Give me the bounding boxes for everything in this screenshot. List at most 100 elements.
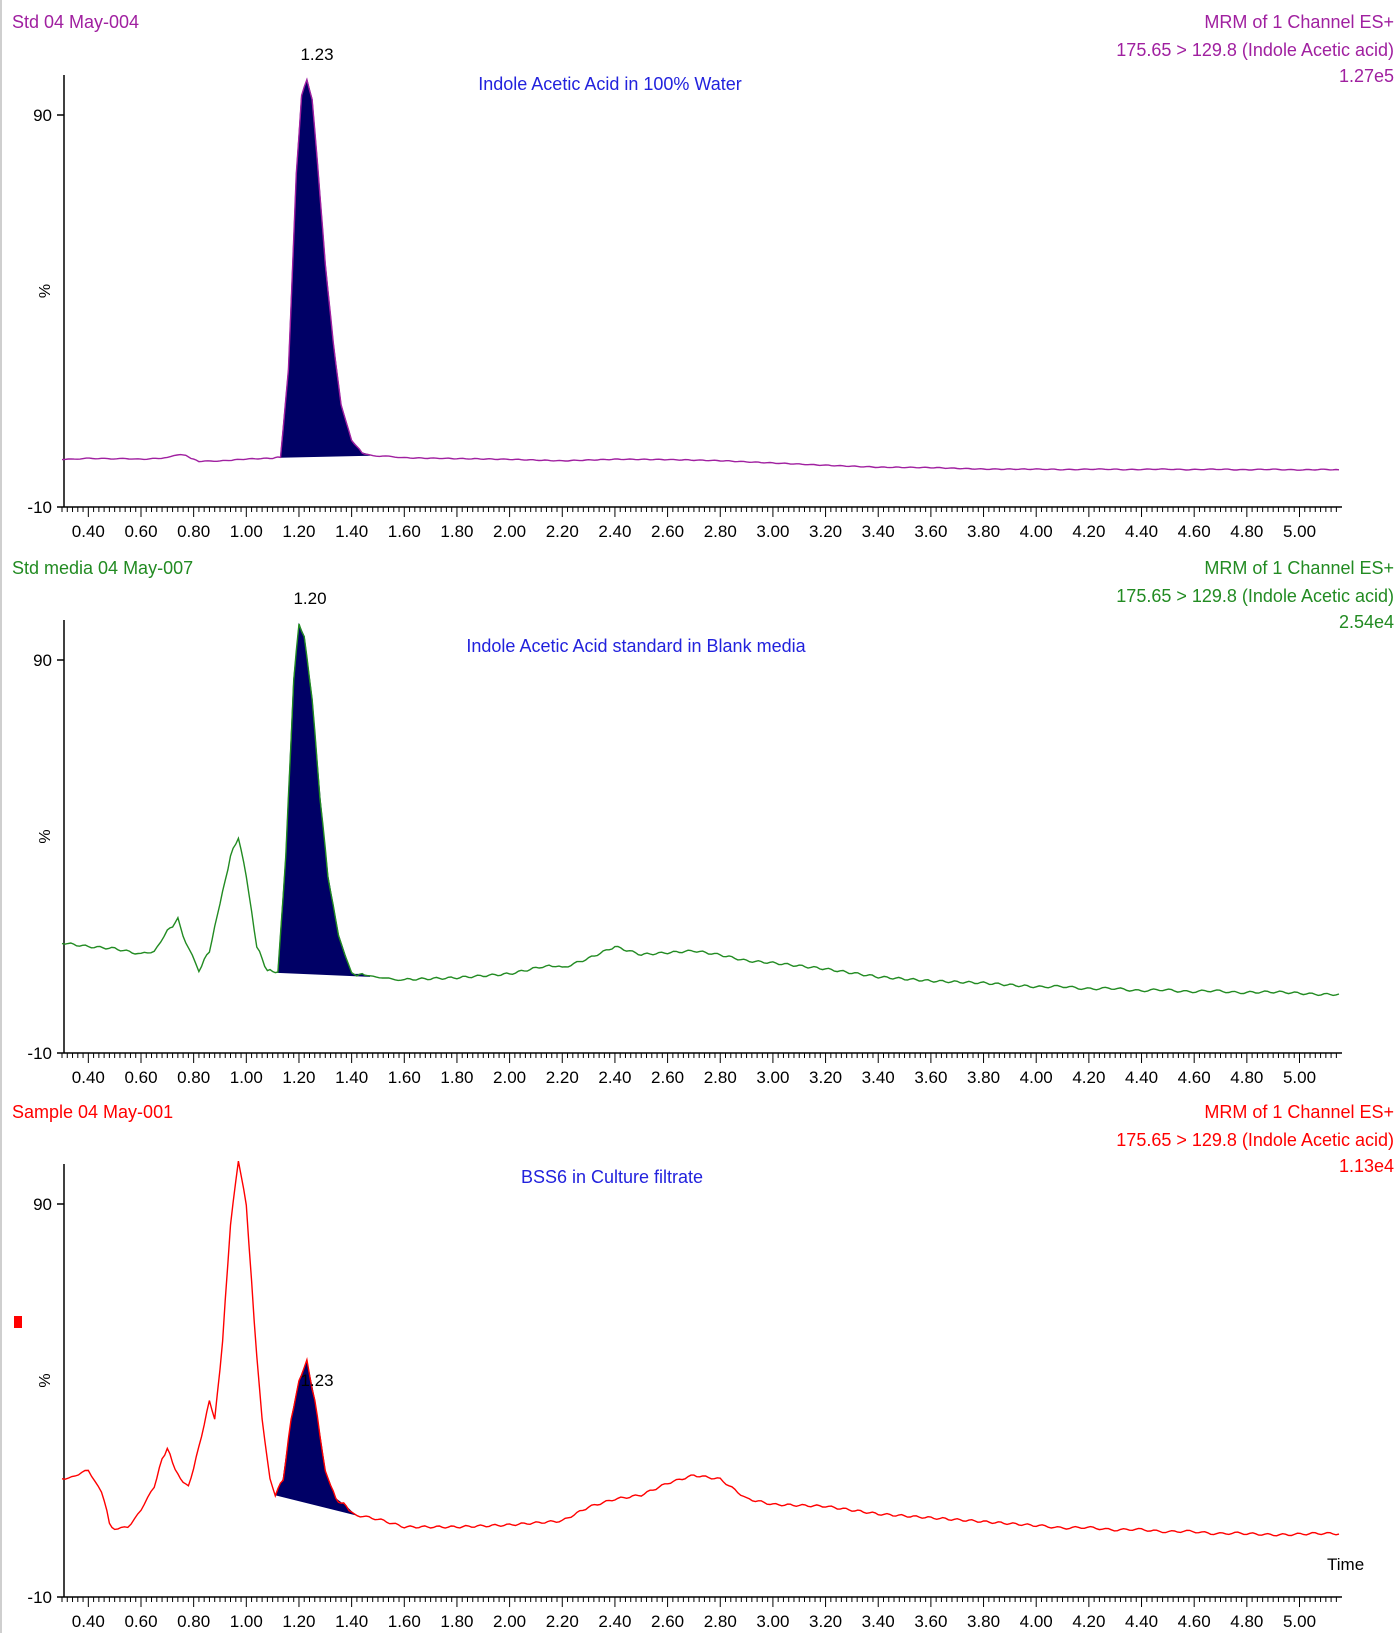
x-tick-label: 1.40 [335, 1068, 368, 1087]
chromatogram-panel: Sample 04 May-001 MRM of 1 Channel ES+ 175… [12, 1102, 1394, 1631]
chromatogram-trace [61, 77, 1340, 471]
x-tick-label: 3.60 [914, 1068, 947, 1087]
x-tick-label: 4.40 [1125, 1068, 1158, 1087]
x-tick-label: 3.20 [809, 1068, 842, 1087]
x-tick-label: 1.40 [335, 522, 368, 541]
transition-label: 175.65 > 129.8 (Indole Acetic acid) [1116, 1130, 1394, 1150]
transition-label: 175.65 > 129.8 (Indole Acetic acid) [1116, 40, 1394, 60]
sample-annotation: BSS6 in Culture filtrate [521, 1167, 703, 1187]
x-tick-label: 1.80 [440, 1068, 473, 1087]
method-label: MRM of 1 Channel ES+ [1204, 12, 1394, 32]
y-axis-label: % [37, 829, 54, 843]
chromatogram-panel: Std media 04 May-007 MRM of 1 Channel ES+… [12, 558, 1394, 1087]
selection-marker [14, 1316, 22, 1328]
x-tick-label: 4.00 [1020, 522, 1053, 541]
x-tick-label: 3.40 [862, 1068, 895, 1087]
x-tick-label: 4.00 [1020, 1612, 1053, 1631]
chromatogram-trace [61, 1160, 1340, 1537]
x-tick-label: 0.60 [124, 1612, 157, 1631]
y-tick-label-top: 90 [33, 1195, 52, 1214]
x-tick-label: 0.40 [72, 522, 105, 541]
x-tick-label: 3.80 [967, 1612, 1000, 1631]
x-tick-label: 4.80 [1230, 522, 1263, 541]
x-tick-label: 2.20 [546, 522, 579, 541]
sample-name: Sample 04 May-001 [12, 1102, 173, 1122]
x-tick-label: 2.80 [704, 522, 737, 541]
x-tick-label: 1.60 [388, 1068, 421, 1087]
y-tick-label-bottom: -10 [27, 1044, 52, 1063]
x-tick-label: 3.00 [756, 1068, 789, 1087]
y-tick-label-top: 90 [33, 106, 52, 125]
x-tick-label: 2.80 [704, 1612, 737, 1631]
peak-retention-label: 1.20 [293, 589, 326, 608]
intensity-label: 1.27e5 [1339, 66, 1394, 86]
x-tick-label: 3.20 [809, 1612, 842, 1631]
y-axis-label: % [37, 284, 54, 298]
x-tick-label: 2.60 [651, 522, 684, 541]
x-tick-label: 4.20 [1072, 522, 1105, 541]
transition-label: 175.65 > 129.8 (Indole Acetic acid) [1116, 586, 1394, 606]
x-tick-label: 2.40 [598, 522, 631, 541]
intensity-label: 2.54e4 [1339, 612, 1394, 632]
x-tick-label: 3.40 [862, 522, 895, 541]
method-label: MRM of 1 Channel ES+ [1204, 558, 1394, 578]
x-tick-label: 3.80 [967, 1068, 1000, 1087]
x-tick-label: 2.60 [651, 1612, 684, 1631]
x-tick-label: 4.60 [1178, 1612, 1211, 1631]
x-tick-label: 2.40 [598, 1612, 631, 1631]
x-tick-label: 3.00 [756, 522, 789, 541]
x-tick-label: 4.20 [1072, 1068, 1105, 1087]
x-tick-label: 2.80 [704, 1068, 737, 1087]
x-tick-label: 2.20 [546, 1068, 579, 1087]
x-tick-label: 5.00 [1283, 522, 1316, 541]
x-tick-label: 1.80 [440, 522, 473, 541]
peak-retention-label: 1.23 [300, 45, 333, 64]
x-tick-label: 3.80 [967, 522, 1000, 541]
x-tick-label: 1.00 [230, 1068, 263, 1087]
x-tick-label: 5.00 [1283, 1612, 1316, 1631]
sample-annotation: Indole Acetic Acid in 100% Water [478, 74, 741, 94]
x-tick-label: 4.80 [1230, 1068, 1263, 1087]
sample-name: Std media 04 May-007 [12, 558, 193, 578]
y-tick-label-bottom: -10 [27, 498, 52, 517]
x-tick-label: 0.60 [124, 522, 157, 541]
x-tick-label: 1.80 [440, 1612, 473, 1631]
x-tick-label: 4.60 [1178, 1068, 1211, 1087]
x-tick-label: 1.20 [282, 522, 315, 541]
x-axis-title: Time [1327, 1555, 1364, 1574]
x-tick-label: 2.40 [598, 1068, 631, 1087]
x-tick-label: 4.40 [1125, 522, 1158, 541]
x-tick-label: 2.00 [493, 522, 526, 541]
x-tick-label: 1.40 [335, 1612, 368, 1631]
x-tick-label: 5.00 [1283, 1068, 1316, 1087]
integrated-peak-area [277, 622, 371, 977]
sample-annotation: Indole Acetic Acid standard in Blank med… [466, 636, 806, 656]
x-tick-label: 1.00 [230, 522, 263, 541]
chromatogram-panel: Std 04 May-004 MRM of 1 Channel ES+ 175.65… [12, 12, 1394, 541]
x-tick-label: 2.00 [493, 1612, 526, 1631]
x-tick-label: 3.60 [914, 1612, 947, 1631]
x-tick-label: 2.60 [651, 1068, 684, 1087]
x-tick-label: 3.20 [809, 522, 842, 541]
x-tick-label: 4.40 [1125, 1612, 1158, 1631]
x-tick-label: 2.20 [546, 1612, 579, 1631]
x-tick-label: 4.60 [1178, 522, 1211, 541]
x-tick-label: 0.80 [177, 1612, 210, 1631]
x-tick-label: 4.00 [1020, 1068, 1053, 1087]
y-tick-label-bottom: -10 [27, 1588, 52, 1607]
y-axis-label: % [37, 1373, 54, 1387]
x-tick-label: 0.80 [177, 522, 210, 541]
x-tick-label: 1.20 [282, 1068, 315, 1087]
sample-name: Std 04 May-004 [12, 12, 139, 32]
x-tick-label: 3.60 [914, 522, 947, 541]
x-tick-label: 0.40 [72, 1612, 105, 1631]
intensity-label: 1.13e4 [1339, 1156, 1394, 1176]
x-tick-label: 4.20 [1072, 1612, 1105, 1631]
x-tick-label: 2.00 [493, 1068, 526, 1087]
x-tick-label: 0.80 [177, 1068, 210, 1087]
chromatogram-trace [61, 623, 1340, 997]
x-tick-label: 1.20 [282, 1612, 315, 1631]
x-tick-label: 3.40 [862, 1612, 895, 1631]
x-tick-label: 3.00 [756, 1612, 789, 1631]
